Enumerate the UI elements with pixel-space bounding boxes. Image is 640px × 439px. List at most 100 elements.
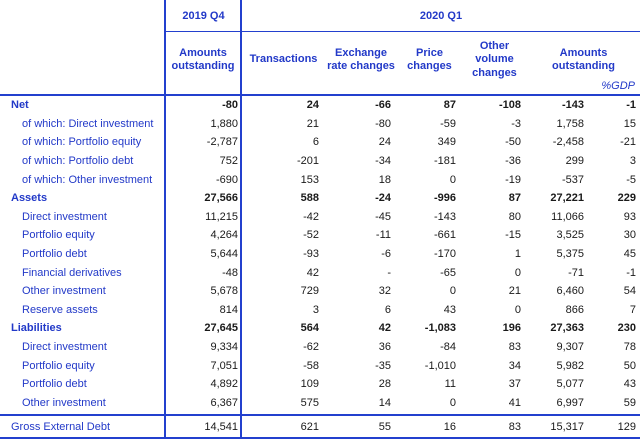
row-value: 4,264 — [210, 229, 238, 242]
col-header-percent-gdp: %GDP — [601, 80, 635, 92]
row-value: 11,215 — [205, 210, 238, 223]
row-value: -93 — [303, 248, 319, 261]
row-value: 7,051 — [210, 359, 238, 372]
row-value: 564 — [300, 322, 319, 335]
row-value: 3 — [629, 155, 636, 168]
row-value: 0 — [514, 266, 521, 279]
col-header-price-changes: Price changes — [407, 46, 452, 72]
row-value: 752 — [219, 155, 238, 168]
header-bottom-line — [0, 94, 640, 96]
row-value: 21 — [306, 117, 319, 130]
row-value: -58 — [303, 359, 319, 372]
table-row: of which: Other investment -690 153 18 0 -19 -… — [0, 170, 640, 189]
table-row: Liabilities 27,645 564 42 -1,083 196 27,363 230 — [0, 319, 640, 338]
row-value: 621 — [300, 420, 319, 433]
row-value: 0 — [514, 303, 521, 316]
row-value: 37 — [508, 378, 521, 391]
row-value: 80 — [508, 210, 521, 223]
row-label: Direct investment — [22, 210, 107, 223]
row-value: - — [387, 266, 391, 279]
row-value: -143 — [561, 99, 584, 112]
row-value: 27,221 — [550, 192, 584, 205]
row-value: 6,460 — [556, 285, 584, 298]
row-value: 59 — [623, 396, 636, 409]
row-value: -2,787 — [206, 136, 238, 149]
row-value: 814 — [219, 303, 238, 316]
row-value: 15,317 — [550, 420, 584, 433]
table-body: Net -80 24 -66 87 -108 -143 -1 of which: Direct … — [0, 96, 640, 412]
row-value: 6 — [312, 136, 319, 149]
row-value: -84 — [440, 341, 456, 354]
row-value: -1 — [626, 266, 636, 279]
row-value: -35 — [375, 359, 391, 372]
row-value: 42 — [306, 266, 319, 279]
row-value: 87 — [443, 99, 456, 112]
table-row: Other investment 6,367 575 14 0 41 6,997 59 — [0, 394, 640, 413]
row-value: 87 — [508, 192, 521, 205]
row-value: 45 — [623, 248, 636, 261]
row-label: Portfolio equity — [22, 229, 95, 242]
row-label: Reserve assets — [22, 303, 98, 316]
row-value: 1,758 — [556, 117, 584, 130]
row-label: Assets — [11, 192, 48, 205]
table-row: Portfolio debt 5,644 -93 -6 -170 1 5,375 45 — [0, 245, 640, 264]
row-value: 28 — [378, 378, 391, 391]
header-period-band: 2019 Q4 2020 Q1 — [0, 0, 640, 32]
table-row: Portfolio equity 7,051 -58 -35 -1,010 34 5,982… — [0, 356, 640, 375]
row-value: 109 — [300, 378, 319, 391]
row-value: -36 — [505, 155, 521, 168]
row-value: 5,644 — [210, 248, 238, 261]
row-value: -21 — [620, 136, 636, 149]
row-value: 575 — [300, 396, 319, 409]
row-value: 42 — [378, 322, 391, 335]
row-label: Financial derivatives — [22, 266, 122, 279]
row-value: -15 — [505, 229, 521, 242]
period-2020-q1: 2020 Q1 — [419, 10, 463, 22]
period-divider-line — [165, 31, 640, 32]
row-value: 0 — [449, 173, 456, 186]
row-value: 41 — [508, 396, 521, 409]
row-label: Other investment — [22, 396, 106, 409]
row-value: 230 — [617, 322, 636, 335]
row-value: -19 — [505, 173, 521, 186]
row-value: 36 — [378, 341, 391, 354]
row-value: 229 — [617, 192, 636, 205]
row-value: 5,678 — [210, 285, 238, 298]
row-value: 6 — [384, 303, 391, 316]
row-value: 129 — [617, 420, 636, 433]
row-label: of which: Other investment — [22, 173, 153, 186]
row-value: -661 — [433, 229, 456, 242]
row-value: 5,982 — [556, 359, 584, 372]
row-value: 32 — [378, 285, 391, 298]
row-value: -48 — [222, 266, 238, 279]
row-value: 0 — [449, 396, 456, 409]
row-label: Direct investment — [22, 341, 107, 354]
row-value: -80 — [375, 117, 391, 130]
row-value: 5,375 — [556, 248, 584, 261]
row-value: 0 — [449, 285, 456, 298]
row-value: -1 — [626, 99, 636, 112]
row-value: 93 — [623, 210, 636, 223]
row-value: -3 — [511, 117, 521, 130]
row-value: -181 — [433, 155, 456, 168]
row-value: -50 — [505, 136, 521, 149]
row-value: 14,541 — [204, 420, 238, 433]
row-value: -690 — [215, 173, 238, 186]
row-value: -66 — [375, 99, 391, 112]
table-row: Reserve assets 814 3 6 43 0 866 7 — [0, 301, 640, 320]
row-label: Other investment — [22, 285, 106, 298]
row-value: -59 — [440, 117, 456, 130]
row-value: -80 — [222, 99, 238, 112]
gross-external-debt-row: Gross External Debt 14,541 621 55 16 83 15,317… — [0, 414, 640, 439]
row-value: 27,363 — [550, 322, 584, 335]
row-value: -71 — [568, 266, 584, 279]
row-value: 6,367 — [210, 396, 238, 409]
row-value: -34 — [375, 155, 391, 168]
row-label: of which: Portfolio debt — [22, 155, 134, 168]
row-value: 3 — [312, 303, 319, 316]
row-label: Liabilities — [11, 322, 62, 335]
row-value: 78 — [623, 341, 636, 354]
row-value: 9,307 — [556, 341, 584, 354]
row-value: 83 — [508, 420, 521, 433]
row-value: -5 — [626, 173, 636, 186]
